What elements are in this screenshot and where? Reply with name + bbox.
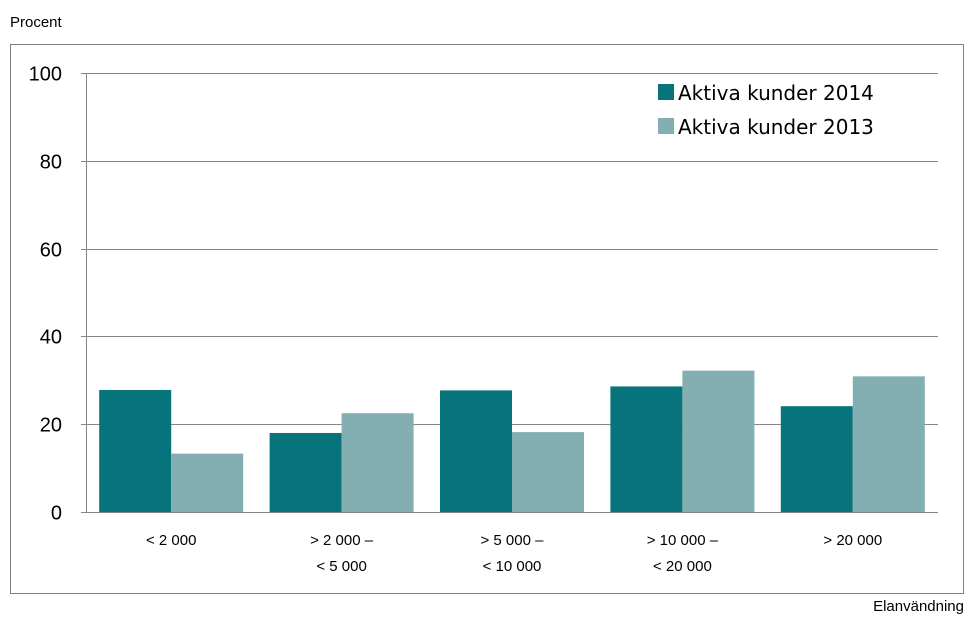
y-tick-label: 60 <box>40 240 62 262</box>
y-tick-label: 100 <box>29 64 62 86</box>
bar <box>99 389 172 512</box>
y-tick-label: 0 <box>51 503 62 525</box>
legend-label: Aktiva kunder 2013 <box>678 115 874 139</box>
bar <box>512 432 584 512</box>
y-axis-label: Procent <box>10 14 62 31</box>
x-tick-label: < 10 000 <box>483 558 542 575</box>
bar <box>852 376 925 512</box>
x-axis-label: Elanvändning <box>873 598 964 615</box>
legend-swatch <box>658 84 674 100</box>
x-tick-label: < 2 000 <box>146 532 196 549</box>
x-tick-label: < 5 000 <box>316 558 366 575</box>
bar <box>682 370 755 512</box>
legend-swatch <box>658 118 674 134</box>
bar <box>440 390 512 512</box>
bar <box>171 453 244 512</box>
x-tick-label: > 5 000 – <box>481 532 545 549</box>
y-tick-label: 80 <box>40 152 62 174</box>
legend-label: Aktiva kunder 2014 <box>678 81 874 105</box>
x-tick-label: > 2 000 – <box>310 532 374 549</box>
x-tick-label: < 20 000 <box>653 558 712 575</box>
bar <box>269 432 342 512</box>
bar <box>780 406 853 512</box>
bar <box>341 413 414 512</box>
x-tick-label: > 10 000 – <box>647 532 719 549</box>
chart-frame <box>10 44 964 594</box>
bar <box>610 386 683 512</box>
x-tick-label: > 20 000 <box>823 532 882 549</box>
y-tick-label: 40 <box>40 327 62 349</box>
y-tick-label: 20 <box>40 415 62 437</box>
